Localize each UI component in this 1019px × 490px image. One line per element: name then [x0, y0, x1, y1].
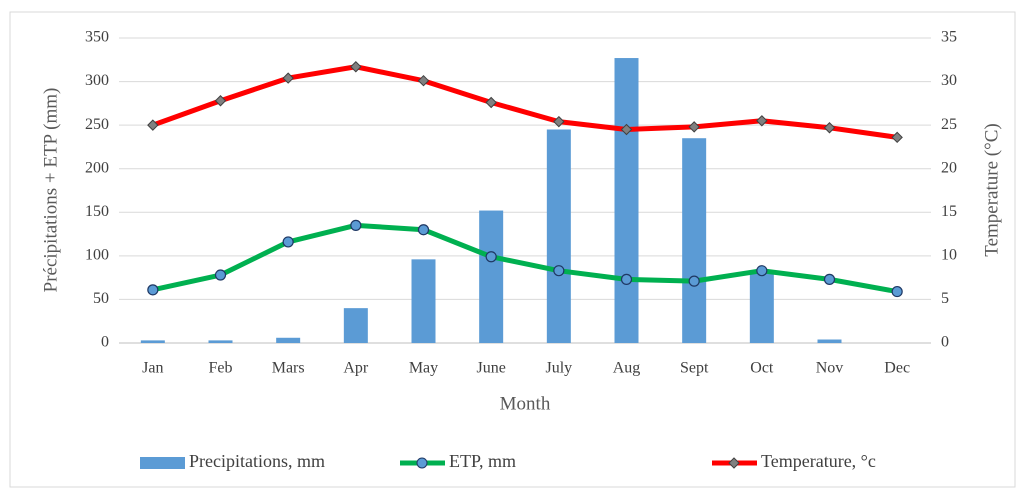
- marker: [485, 96, 497, 109]
- y2-tick-label: 35: [941, 29, 957, 46]
- marker: [214, 269, 227, 281]
- x-tick-label: Dec: [884, 360, 910, 377]
- x-tick-label: May: [409, 360, 438, 377]
- marker: [214, 95, 227, 107]
- bar: [682, 138, 707, 343]
- line: [152, 222, 898, 295]
- x-tick-label: Jan: [142, 360, 163, 377]
- x-tick-label: Aug: [613, 360, 641, 377]
- bar: [749, 271, 774, 343]
- bar: [614, 58, 639, 344]
- marker: [891, 285, 903, 298]
- marker: [756, 115, 768, 127]
- bar: [411, 259, 436, 343]
- marker: [350, 61, 362, 73]
- marker: [756, 265, 768, 277]
- y2-tick-label: 20: [941, 159, 957, 176]
- marker: [147, 119, 159, 131]
- marker: [823, 273, 836, 285]
- legend-label: Precipitations, mm: [189, 451, 325, 471]
- line: [151, 64, 898, 140]
- marker: [891, 131, 903, 144]
- legend-label: ETP, mm: [449, 451, 516, 471]
- x-tick-label: Nov: [816, 360, 844, 377]
- y2-tick-label: 5: [941, 290, 949, 307]
- marker: [485, 251, 497, 263]
- marker: [620, 123, 633, 136]
- bar: [140, 340, 165, 343]
- y-tick-label: 350: [85, 29, 109, 46]
- y-tick-label: 100: [85, 247, 109, 264]
- marker: [553, 115, 565, 128]
- y-tick-label: 150: [85, 203, 109, 220]
- bar: [208, 340, 233, 343]
- legend-marker: [728, 457, 740, 469]
- y2-axis-title: Temperature (°C): [981, 123, 1002, 256]
- marker: [823, 122, 836, 134]
- marker: [620, 273, 633, 285]
- chart-frame: [9, 11, 1016, 488]
- marker: [147, 284, 159, 296]
- x-tick-label: Apr: [343, 360, 369, 377]
- y-axis-title: Précipitations + ETP (mm): [40, 88, 61, 293]
- legend-label: Temperature, °c: [761, 451, 876, 471]
- y-tick-label: 0: [101, 334, 109, 351]
- y2-tick-label: 0: [941, 334, 949, 351]
- x-tick-label: Oct: [750, 360, 774, 377]
- x-tick-label: July: [545, 360, 572, 377]
- bar: [276, 337, 301, 343]
- y2-tick-label: 15: [941, 203, 957, 220]
- marker: [417, 224, 430, 236]
- y-tick-label: 200: [85, 159, 109, 176]
- marker: [350, 219, 362, 231]
- marker: [282, 72, 294, 84]
- x-tick-label: Sept: [680, 360, 709, 377]
- marker: [688, 121, 700, 133]
- y2-tick-label: 10: [941, 247, 957, 264]
- marker: [688, 275, 700, 287]
- marker: [417, 74, 430, 87]
- y2-tick-label: 30: [941, 72, 957, 89]
- bar: [343, 308, 368, 343]
- marker: [553, 265, 565, 277]
- x-tick-label: Feb: [209, 360, 233, 377]
- y-tick-label: 300: [85, 72, 109, 89]
- y-tick-label: 50: [93, 290, 109, 307]
- y-tick-label: 250: [85, 116, 109, 133]
- legend-marker: [416, 457, 428, 469]
- x-axis-title: Month: [500, 393, 551, 414]
- bar: [479, 210, 504, 343]
- bar: [546, 129, 571, 343]
- x-tick-label: June: [477, 360, 506, 377]
- bar: [817, 339, 842, 343]
- y2-tick-label: 25: [941, 116, 957, 133]
- legend-swatch: [140, 457, 185, 469]
- x-tick-label: Mars: [272, 360, 305, 377]
- marker: [282, 236, 294, 248]
